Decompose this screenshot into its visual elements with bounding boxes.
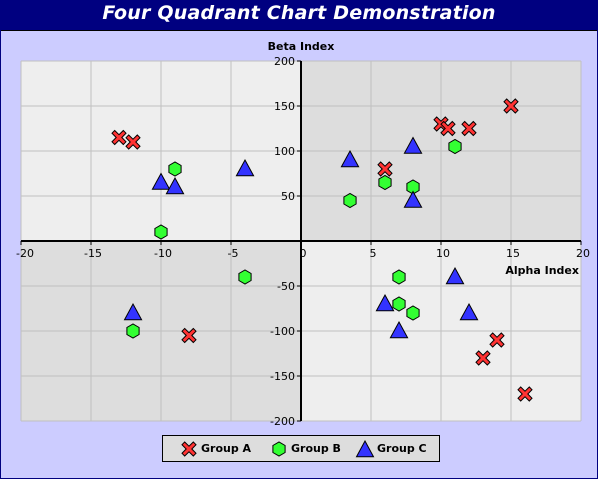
y-tick-label: 100 — [274, 145, 295, 158]
data-point-group-c — [445, 266, 465, 285]
chart-title: Four Quadrant Chart Demonstration — [102, 2, 496, 24]
x-tick-label: 10 — [436, 247, 450, 260]
data-point-group-a — [503, 98, 519, 114]
legend: Group A Group B Group C — [162, 435, 440, 462]
data-point-group-b — [392, 269, 406, 285]
data-point-group-a — [181, 327, 197, 344]
data-point-group-c — [403, 136, 423, 154]
data-point-group-b — [126, 323, 140, 339]
data-point-group-c — [375, 293, 395, 312]
x-tick-label: 20 — [576, 247, 590, 260]
data-point-group-b — [168, 161, 182, 177]
data-point-group-c — [459, 302, 479, 321]
legend-label-group-c: Group C — [377, 442, 427, 455]
y-tick-label: -50 — [277, 280, 295, 293]
x-tick-label: 0 — [300, 247, 307, 260]
data-point-group-a — [475, 350, 491, 366]
x-tick-label: -20 — [16, 247, 34, 260]
data-point-group-c — [389, 320, 409, 339]
triangle-marker-icon — [355, 440, 375, 458]
data-point-group-a — [517, 386, 533, 402]
data-point-group-c — [235, 158, 255, 177]
data-point-group-c — [165, 176, 185, 195]
legend-marker-group-c — [355, 440, 375, 458]
data-point-group-b — [448, 138, 462, 155]
legend-label-group-a: Group A — [201, 442, 252, 455]
data-point-group-a — [125, 134, 141, 150]
y-tick-label: 50 — [281, 190, 295, 203]
data-point-group-a — [111, 129, 127, 146]
data-point-group-b — [406, 305, 420, 321]
data-point-group-b — [154, 224, 168, 240]
data-point-group-c — [123, 302, 143, 321]
data-point-group-c — [340, 149, 360, 168]
data-point-group-a — [440, 120, 456, 137]
data-point-group-b — [343, 192, 357, 209]
x-tick-label: -15 — [84, 247, 102, 260]
data-point-group-c — [151, 172, 171, 190]
data-point-group-c — [403, 190, 423, 208]
legend-marker-group-b — [272, 441, 286, 457]
legend-label-group-b: Group B — [291, 442, 341, 455]
x-tick-label: -5 — [228, 247, 239, 260]
y-tick-label: 200 — [274, 55, 295, 68]
plot-area: -20 -15 -10 -5 0 5 10 15 20-200-150-100-50501001… — [16, 40, 590, 428]
data-point-group-b — [378, 174, 392, 191]
title-bar: Four Quadrant Chart Demonstration — [1, 1, 597, 31]
cross-marker-icon — [181, 441, 197, 457]
y-tick-label: -100 — [270, 325, 295, 338]
data-point-group-a — [377, 161, 393, 177]
hexagon-marker-icon — [272, 441, 286, 457]
x-axis-title: Alpha Index — [505, 264, 579, 277]
y-tick-label: -200 — [270, 415, 295, 428]
y-axis-title: Beta Index — [268, 40, 335, 53]
data-point-group-a — [489, 332, 505, 348]
x-tick-label: 15 — [506, 247, 520, 260]
data-point-group-a — [461, 120, 477, 137]
legend-marker-group-a — [181, 441, 197, 457]
y-tick-label: -150 — [270, 370, 295, 383]
x-tick-label: 5 — [370, 247, 377, 260]
y-tick-label: 150 — [274, 100, 295, 113]
data-point-group-b — [392, 296, 406, 312]
data-point-group-b — [238, 269, 252, 285]
x-tick-label: -10 — [154, 247, 172, 260]
